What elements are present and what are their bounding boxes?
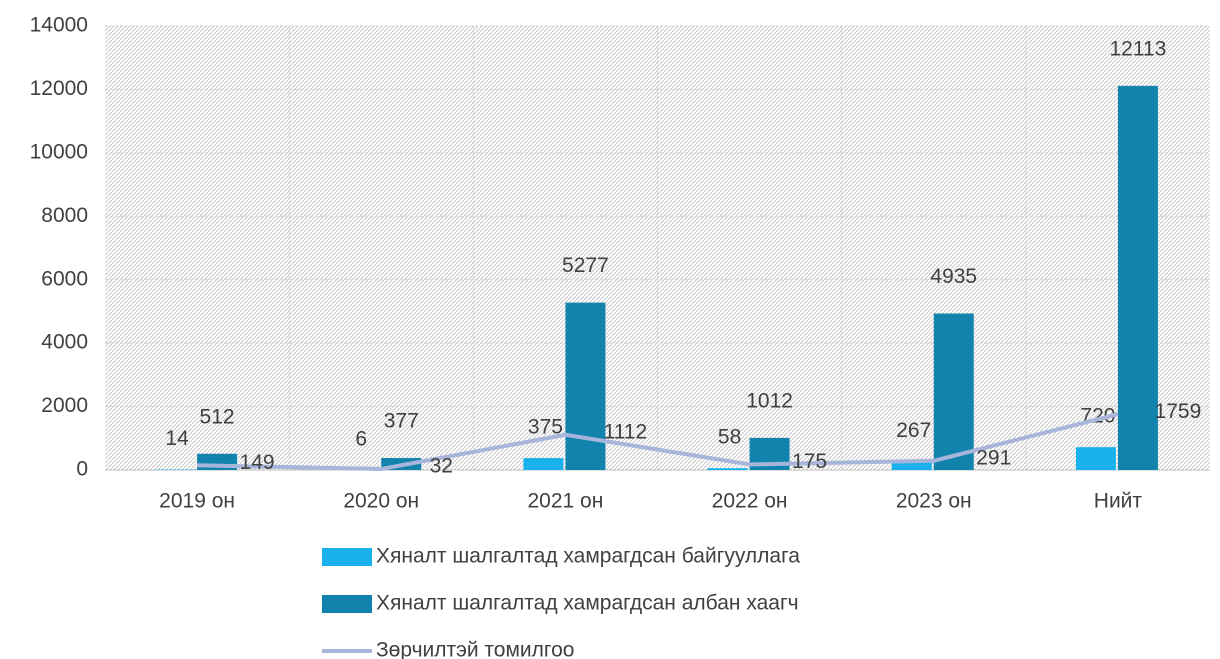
y-tick-label: 14000 [30, 14, 88, 37]
x-tick-label: 2022 он [712, 490, 788, 513]
data-label: 267 [896, 419, 931, 442]
bar [933, 313, 974, 470]
y-tick-label: 12000 [30, 77, 88, 100]
y-tick-label: 6000 [41, 267, 88, 290]
legend-swatch [322, 548, 372, 566]
data-label: 6 [355, 427, 367, 450]
data-label: 58 [718, 426, 741, 449]
data-label: 14 [165, 427, 189, 450]
data-label: 149 [240, 451, 275, 474]
bar [1117, 85, 1158, 471]
x-tick-label: 2021 он [528, 490, 604, 513]
x-tick-label: 2023 он [896, 490, 972, 513]
legend-label: Хяналт шалгалтад хамрагдсан байгууллага [376, 545, 800, 568]
y-tick-label: 2000 [41, 394, 88, 417]
data-label: 175 [792, 450, 827, 473]
x-tick-label: Нийт [1094, 490, 1143, 513]
data-label: 1112 [604, 420, 648, 443]
data-label: 4935 [930, 265, 977, 288]
data-label: 375 [528, 416, 563, 439]
data-label: 1759 [1155, 400, 1202, 423]
bar [707, 468, 748, 470]
bar [1075, 447, 1116, 470]
data-label: 377 [384, 410, 419, 433]
x-tick-label: 2020 он [343, 490, 419, 513]
data-label: 1012 [746, 389, 793, 412]
data-label: 291 [976, 446, 1011, 469]
data-label: 512 [200, 405, 235, 428]
bar [523, 458, 564, 470]
legend-label: Зөрчилтэй томилгоо [376, 639, 574, 659]
legend-swatch [322, 595, 372, 613]
bar [891, 461, 932, 470]
data-label: 12113 [1109, 37, 1166, 60]
data-label: 5277 [562, 254, 609, 277]
y-tick-label: 4000 [41, 331, 88, 354]
bar [565, 302, 606, 470]
line-series [197, 412, 1119, 471]
y-tick-label: 10000 [30, 140, 88, 163]
x-tick-label: 2019 он [159, 490, 235, 513]
y-tick-label: 0 [76, 458, 88, 481]
legend-label: Хяналт шалгалтад хамрагдсан албан хаагч [376, 592, 799, 615]
y-tick-label: 8000 [41, 204, 88, 227]
data-label: 32 [430, 455, 453, 478]
